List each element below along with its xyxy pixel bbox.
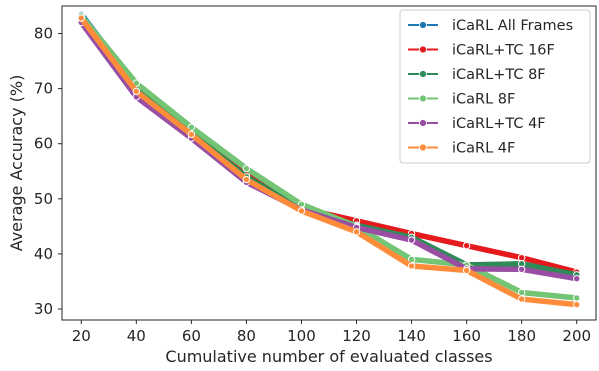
x-tick-label: 140: [397, 327, 426, 345]
data-point: [573, 274, 581, 283]
data-point: [573, 300, 581, 309]
legend-label: iCaRL+TC 8F: [452, 67, 546, 83]
legend-swatch-marker: [419, 119, 427, 127]
x-tick-label: 20: [72, 327, 91, 345]
y-tick-label: 80: [34, 25, 53, 43]
series-5: [77, 14, 581, 309]
series-layer: [77, 10, 581, 309]
y-axis-label: Average Accuracy (%): [7, 75, 26, 252]
legend-label: iCaRL 8F: [452, 92, 515, 108]
data-point: [462, 266, 471, 275]
data-point: [132, 87, 141, 96]
data-point: [407, 262, 416, 270]
legend-swatch-marker: [419, 21, 427, 29]
data-point: [517, 265, 526, 274]
legend-item: iCaRL+TC 8F: [408, 67, 546, 83]
data-point: [187, 130, 196, 139]
x-tick-label: 40: [127, 327, 146, 345]
data-point: [352, 228, 361, 236]
legend-label: iCaRL 4F: [452, 141, 515, 157]
x-tick-label: 120: [342, 327, 371, 345]
data-point: [573, 294, 581, 302]
data-point: [462, 241, 471, 250]
data-point: [517, 288, 526, 297]
legend-item: iCaRL 4F: [408, 141, 515, 157]
x-tick-label: 180: [507, 327, 536, 345]
legend-label: iCaRL+TC 4F: [452, 116, 546, 132]
legend: iCaRL All Frames iCaRL+TC 16F iCaRL+TC 8F i…: [399, 9, 591, 164]
x-tick-label: 200: [562, 327, 591, 345]
data-point: [242, 164, 251, 173]
legend-item: iCaRL+TC 16F: [408, 43, 555, 59]
y-tick-label: 50: [34, 190, 53, 208]
x-tick-label: 60: [182, 327, 201, 345]
legend-item: iCaRL All Frames: [408, 18, 573, 34]
series-line: [78, 15, 580, 308]
legend-box: [399, 9, 591, 164]
data-point: [407, 236, 416, 244]
data-point: [297, 207, 306, 215]
legend-label: iCaRL All Frames: [452, 18, 573, 34]
data-point: [517, 295, 526, 303]
x-axis-ticks: 20 40 60 80 100 120 140 160 180 200: [72, 320, 591, 345]
data-point: [517, 254, 526, 262]
legend-swatch-marker: [419, 143, 427, 152]
data-point: [77, 14, 85, 22]
legend-label: iCaRL+TC 16F: [452, 43, 555, 59]
legend-item: iCaRL+TC 4F: [408, 116, 546, 132]
y-tick-label: 60: [34, 135, 53, 153]
legend-swatch-marker: [419, 94, 427, 103]
data-point: [242, 175, 251, 184]
y-axis-ticks: 30 40 50 60 70 80: [34, 25, 62, 318]
legend-swatch-marker: [419, 70, 427, 78]
y-tick-label: 30: [34, 300, 53, 318]
y-tick-label: 40: [34, 245, 53, 263]
y-tick-label: 70: [34, 80, 53, 98]
x-tick-label: 80: [237, 327, 256, 345]
x-tick-label: 160: [452, 327, 481, 345]
series-line: [78, 13, 580, 301]
x-axis-label: Cumulative number of evaluated classes: [165, 347, 492, 366]
data-point: [187, 123, 196, 131]
legend-item: iCaRL 8F: [408, 92, 515, 108]
legend-swatch-marker: [419, 45, 427, 54]
x-tick-label: 100: [287, 327, 316, 345]
